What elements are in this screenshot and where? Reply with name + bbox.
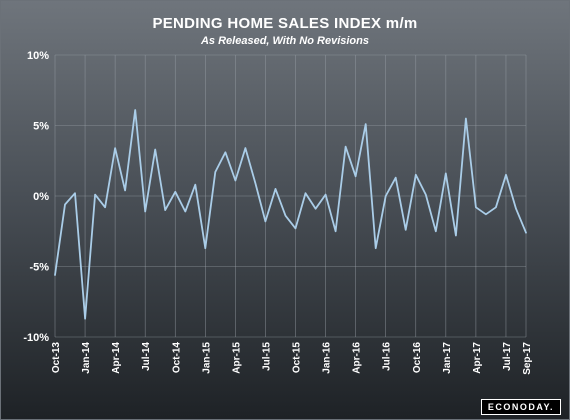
- x-tick-label: Apr-17: [472, 342, 483, 374]
- y-tick-label: 10%: [27, 50, 49, 62]
- x-tick-label: Jan-14: [81, 342, 92, 374]
- x-tick-label: Jul-17: [502, 342, 513, 371]
- y-tick-label: 0%: [33, 191, 49, 203]
- chart-subtitle: As Released, With No Revisions: [200, 35, 369, 47]
- x-tick-label: Jan-15: [201, 342, 212, 374]
- x-tick-label: Jul-15: [261, 342, 272, 371]
- x-axis-ticks: Oct-13 Jan-14 Apr-14 Jul-14 Oct-14 Jan-15 Apr-…: [51, 342, 533, 375]
- x-tick-label: Apr-16: [352, 342, 363, 374]
- econoday-logo: ECONODAY.: [480, 399, 561, 415]
- series-layer: [54, 109, 527, 320]
- y-tick-label: -10%: [23, 332, 49, 344]
- x-tick-label: Oct-13: [51, 342, 62, 374]
- x-tick-label: Oct-15: [292, 342, 303, 374]
- grid-lines: [54, 54, 527, 338]
- y-tick-label: 5%: [33, 121, 49, 133]
- x-tick-label: Oct-16: [412, 342, 423, 374]
- x-tick-label: Jan-16: [322, 342, 333, 374]
- y-axis-ticks: 10% 5% 0% -5% -10%: [23, 50, 49, 344]
- chart-title: PENDING HOME SALES INDEX m/m: [152, 15, 418, 32]
- x-tick-label: Jul-16: [382, 342, 393, 371]
- x-tick-label: Sep-17: [522, 342, 533, 375]
- x-tick-label: Oct-14: [171, 342, 182, 374]
- y-tick-label: -5%: [29, 262, 49, 274]
- x-tick-label: Apr-14: [111, 342, 122, 374]
- x-tick-label: Jul-14: [141, 342, 152, 371]
- x-tick-label: Apr-15: [231, 342, 242, 374]
- x-tick-label: Jan-17: [442, 342, 453, 374]
- series-line: [54, 109, 527, 320]
